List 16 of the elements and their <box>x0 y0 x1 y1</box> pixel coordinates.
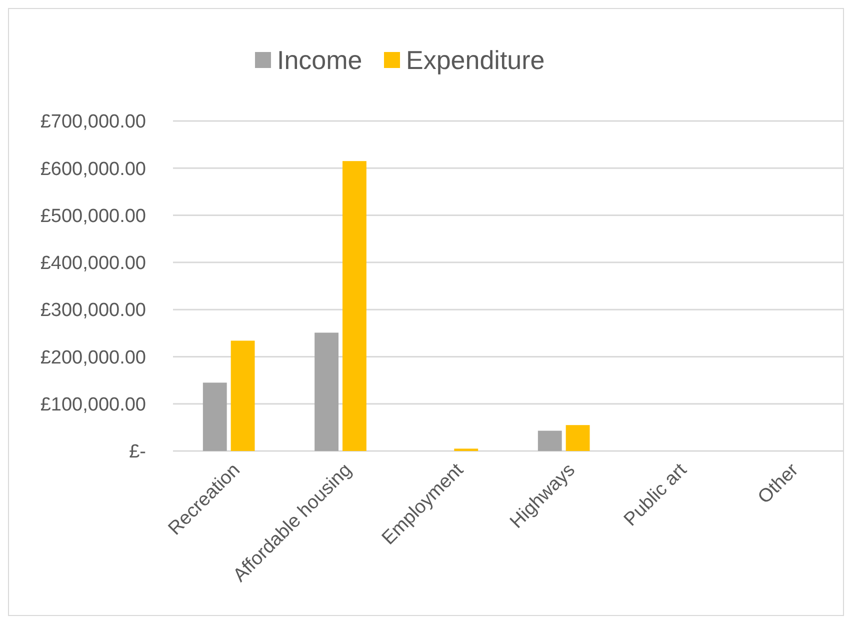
bar <box>314 332 338 451</box>
y-tick-label: £300,000.00 <box>40 300 146 322</box>
y-tick-label: £100,000.00 <box>40 394 146 416</box>
bar <box>230 340 255 451</box>
bar <box>566 425 590 451</box>
y-tick-label: £600,000.00 <box>40 158 146 180</box>
y-tick-label: £500,000.00 <box>40 206 146 227</box>
y-tick-label: £700,000.00 <box>40 112 146 133</box>
legend-label: Expenditure <box>406 45 545 75</box>
legend-label: Income <box>277 45 362 75</box>
y-tick-label: £200,000.00 <box>40 347 146 368</box>
bar <box>538 430 562 451</box>
bar <box>202 382 227 451</box>
y-tick-label: £- <box>129 442 146 463</box>
bar <box>342 161 366 451</box>
y-tick-label: £400,000.00 <box>40 253 146 274</box>
